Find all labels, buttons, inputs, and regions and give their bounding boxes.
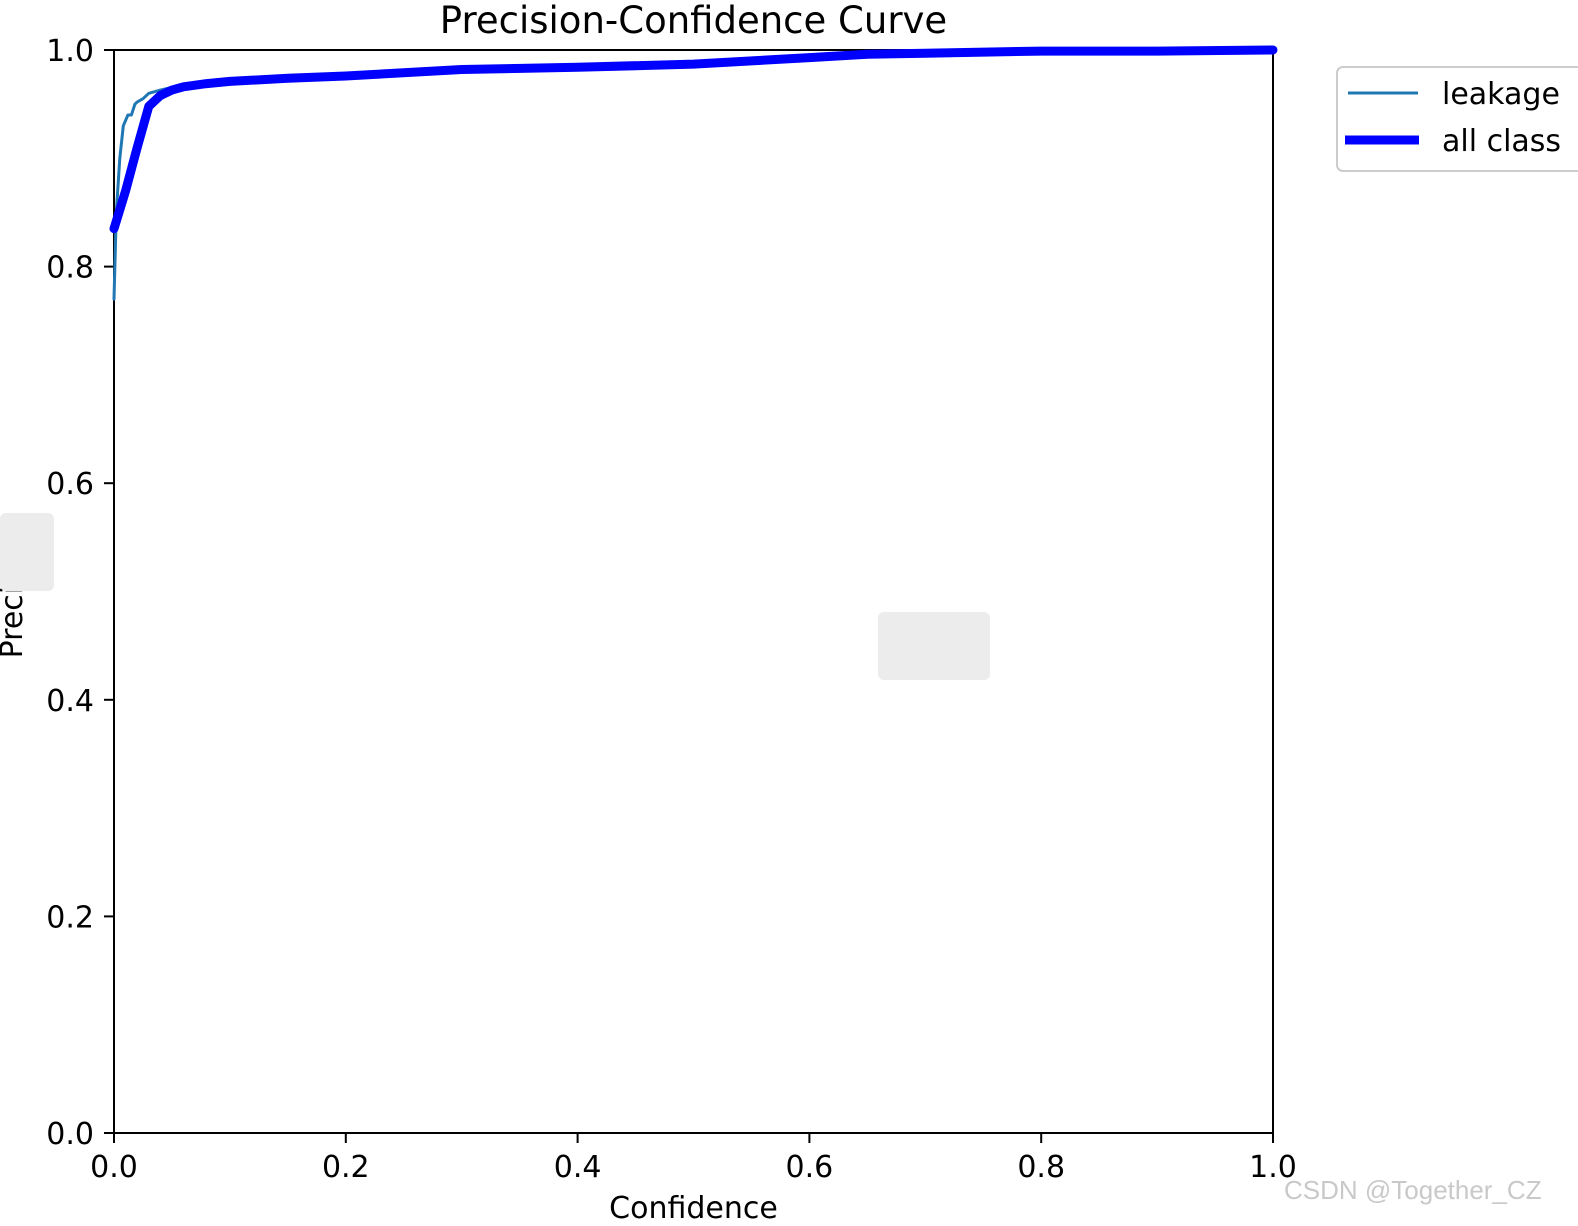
series-lines <box>109 45 1278 301</box>
center-overlay-tab <box>878 612 990 680</box>
y-tick-label: 0.0 <box>46 1117 94 1152</box>
x-tick-label: 1.0 <box>1249 1150 1297 1185</box>
plot-frame <box>113 49 1274 1134</box>
legend-label-all-classes: all class <box>1442 124 1561 159</box>
y-axis: 0.0 0.2 0.4 0.6 0.8 1.0 <box>46 34 114 1152</box>
y-tick-label: 0.8 <box>46 251 94 286</box>
y-tick-label: 0.2 <box>46 900 94 935</box>
series-line-leakage <box>112 48 1275 301</box>
side-overlay-tab <box>0 513 54 591</box>
series-line-all-classes <box>109 45 1278 234</box>
x-tick-label: 0.8 <box>1017 1150 1065 1185</box>
y-tick-label: 0.6 <box>46 467 94 502</box>
x-tick-label: 0.6 <box>786 1150 834 1185</box>
x-tick-label: 0.2 <box>322 1150 370 1185</box>
legend-label-leakage: leakage <box>1442 77 1560 112</box>
plot-area: 0.0 0.2 0.4 0.6 0.8 1.0 0.0 0.2 0.4 0.6 0.8 1.0 <box>46 34 1297 1185</box>
x-tick-label: 0.4 <box>554 1150 602 1185</box>
x-axis-label: Confidence <box>609 1191 778 1226</box>
chart-title: Precision-Confidence Curve <box>440 0 947 42</box>
y-tick-label: 0.4 <box>46 684 94 719</box>
watermark: CSDN @Together_CZ <box>1284 1175 1542 1205</box>
x-axis: 0.0 0.2 0.4 0.6 0.8 1.0 <box>90 1133 1297 1185</box>
legend: leakage all class <box>1336 66 1578 172</box>
x-tick-label: 0.0 <box>90 1150 138 1185</box>
y-tick-label: 1.0 <box>46 34 94 69</box>
